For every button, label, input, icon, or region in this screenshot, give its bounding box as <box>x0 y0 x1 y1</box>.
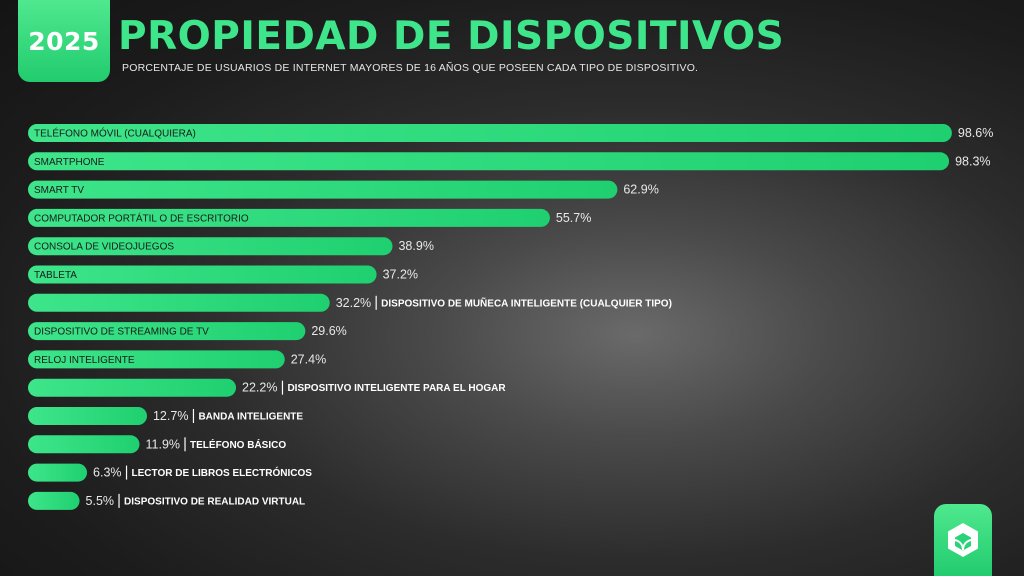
bar <box>28 435 140 454</box>
category-label: TABLETA <box>34 270 77 281</box>
bar <box>28 350 285 369</box>
bar <box>28 265 377 284</box>
category-label: DISPOSITIVO DE REALIDAD VIRTUAL <box>124 496 305 507</box>
category-label: DISPOSITIVO DE STREAMING DE TV <box>34 327 209 338</box>
category-label: SMARTPHONE <box>34 157 105 168</box>
category-label: RELOJ INTELIGENTE <box>34 355 135 366</box>
value-label: 38.9% <box>398 239 433 253</box>
bar <box>28 293 330 312</box>
category-label: SMART TV <box>34 185 84 196</box>
bar <box>28 208 550 227</box>
value-label: 22.2% <box>242 381 277 395</box>
value-label: 12.7% <box>153 409 188 423</box>
year-badge: 2025 <box>18 0 110 82</box>
value-label: 98.3% <box>955 154 990 168</box>
bar <box>28 180 618 199</box>
page-title: PROPIEDAD DE DISPOSITIVOS <box>118 14 785 59</box>
value-label: 55.7% <box>556 211 591 225</box>
category-label: TELÉFONO BÁSICO <box>190 438 286 451</box>
logo-badge <box>934 504 992 576</box>
bar <box>28 463 88 482</box>
bar <box>28 237 393 256</box>
category-label: LECTOR DE LIBROS ELECTRÓNICOS <box>132 466 313 479</box>
bar <box>28 152 950 171</box>
category-label: COMPUTADOR PORTÁTIL O DE ESCRITORIO <box>34 211 249 224</box>
value-label: 29.6% <box>311 324 346 338</box>
value-label: 32.2% <box>336 296 371 310</box>
value-label: 27.4% <box>291 352 326 366</box>
category-label: CONSOLA DE VIDEOJUEGOS <box>34 242 174 253</box>
category-label: BANDA INTELIGENTE <box>198 412 303 423</box>
category-label: DISPOSITIVO DE MUÑECA INTELIGENTE (CUALQ… <box>381 296 672 309</box>
value-label: 6.3% <box>93 466 122 480</box>
page-subtitle: PORCENTAJE DE USUARIOS DE INTERNET MAYOR… <box>122 62 699 74</box>
value-label: 11.9% <box>146 437 181 451</box>
year-label: 2025 <box>28 26 100 56</box>
category-label: TELÉFONO MÓVIL (CUALQUIERA) <box>34 127 196 140</box>
category-label: DISPOSITIVO INTELIGENTE PARA EL HOGAR <box>287 383 506 394</box>
value-label: 98.6% <box>958 126 993 140</box>
value-label: 62.9% <box>623 183 658 197</box>
value-label: 37.2% <box>383 268 418 282</box>
bar <box>28 491 80 510</box>
bar <box>28 124 952 142</box>
bar <box>28 378 237 397</box>
bar <box>28 322 306 341</box>
value-label: 5.5% <box>86 494 115 508</box>
app-logo-icon <box>948 523 978 557</box>
bar <box>28 407 147 425</box>
